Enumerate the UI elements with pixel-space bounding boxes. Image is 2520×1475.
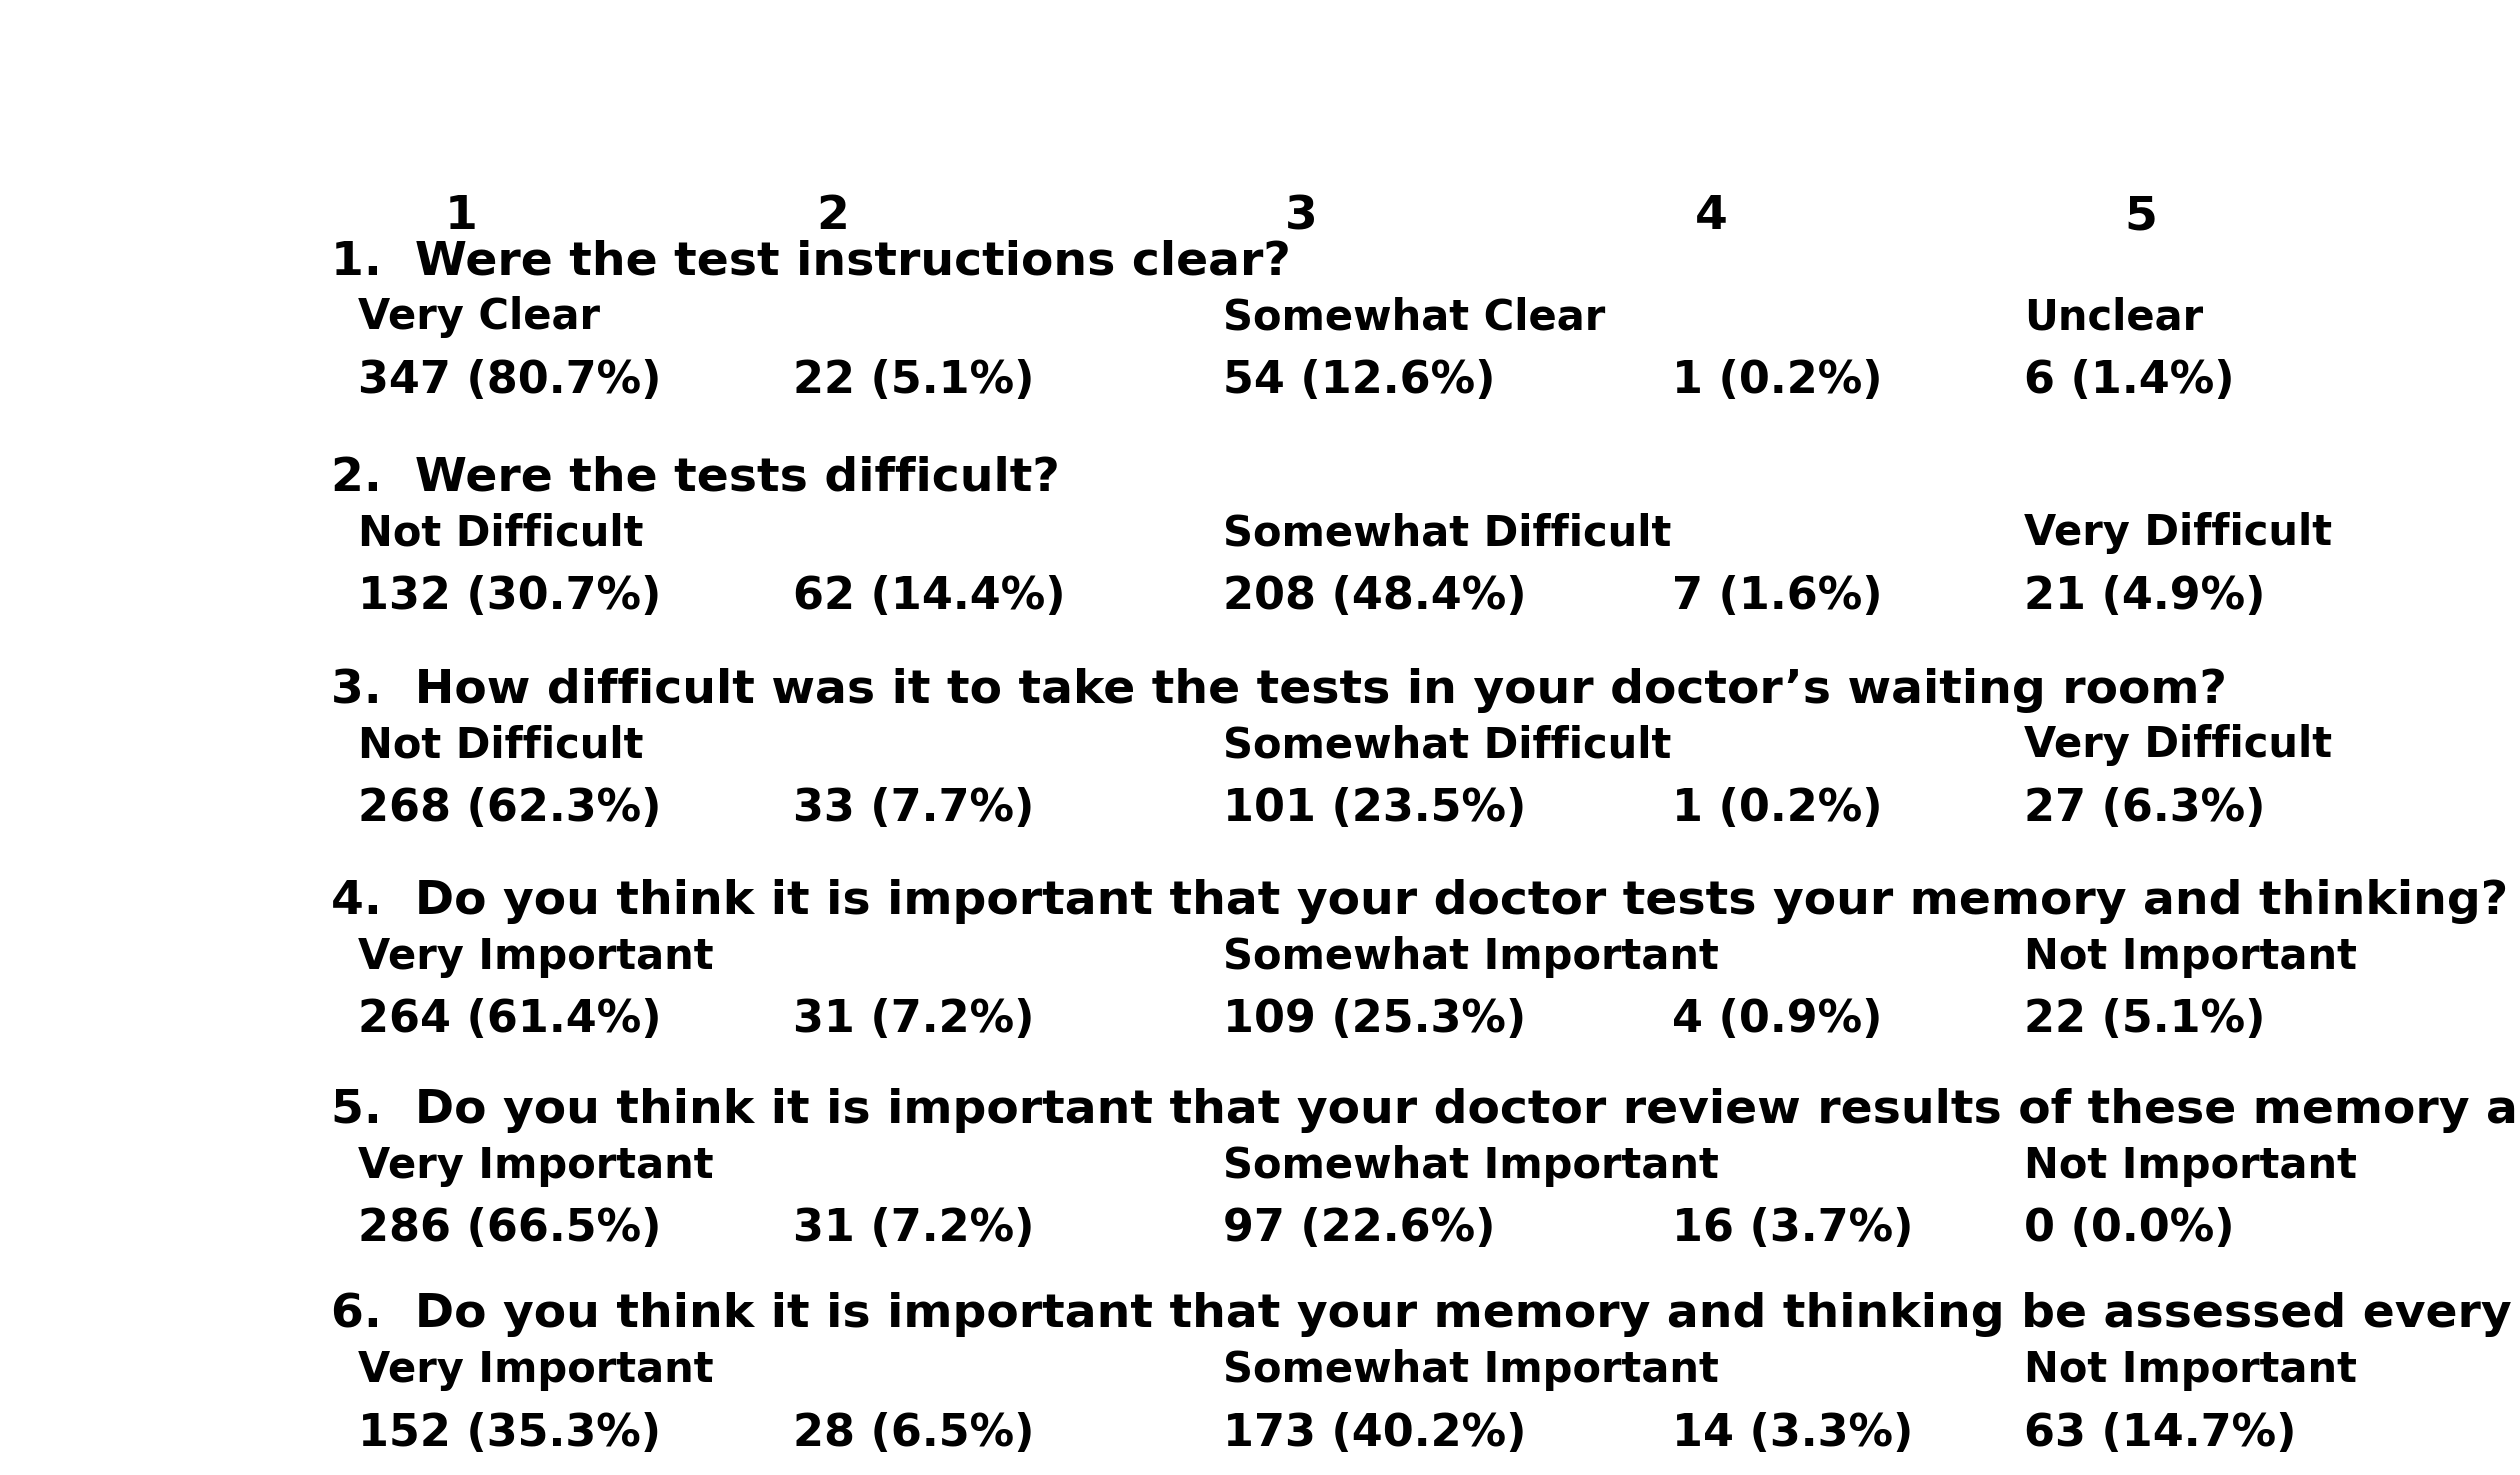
Text: 152 (35.3%): 152 (35.3%): [358, 1412, 660, 1454]
Text: 4 (0.9%): 4 (0.9%): [1673, 999, 1882, 1041]
Text: Not Difficult: Not Difficult: [358, 724, 643, 767]
Text: 31 (7.2%): 31 (7.2%): [794, 999, 1036, 1041]
Text: 1 (0.2%): 1 (0.2%): [1673, 786, 1882, 830]
Text: 264 (61.4%): 264 (61.4%): [358, 999, 663, 1041]
Text: 109 (25.3%): 109 (25.3%): [1222, 999, 1527, 1041]
Text: Unclear: Unclear: [2024, 296, 2202, 338]
Text: 62 (14.4%): 62 (14.4%): [794, 574, 1066, 618]
Text: 173 (40.2%): 173 (40.2%): [1222, 1412, 1527, 1454]
Text: Very Important: Very Important: [358, 1145, 713, 1187]
Text: 54 (12.6%): 54 (12.6%): [1222, 358, 1497, 401]
Text: Not Important: Not Important: [2024, 1350, 2356, 1391]
Text: Somewhat Important: Somewhat Important: [1222, 935, 1719, 978]
Text: Somewhat Important: Somewhat Important: [1222, 1350, 1719, 1391]
Text: 3: 3: [1285, 195, 1318, 239]
Text: 5.  Do you think it is important that your doctor review results of these memory: 5. Do you think it is important that you…: [330, 1089, 2520, 1133]
Text: 268 (62.3%): 268 (62.3%): [358, 786, 660, 830]
Text: 1.  Were the test instructions clear?: 1. Were the test instructions clear?: [330, 239, 1290, 285]
Text: 1 (0.2%): 1 (0.2%): [1673, 358, 1882, 401]
Text: 6.  Do you think it is important that your memory and thinking be assessed every: 6. Do you think it is important that you…: [330, 1292, 2520, 1338]
Text: 6 (1.4%): 6 (1.4%): [2024, 358, 2235, 401]
Text: 97 (22.6%): 97 (22.6%): [1222, 1207, 1497, 1251]
Text: Somewhat Difficult: Somewhat Difficult: [1222, 724, 1671, 767]
Text: 2: 2: [816, 195, 849, 239]
Text: 28 (6.5%): 28 (6.5%): [794, 1412, 1036, 1454]
Text: 1: 1: [446, 195, 479, 239]
Text: Somewhat Difficult: Somewhat Difficult: [1222, 512, 1671, 555]
Text: 2.  Were the tests difficult?: 2. Were the tests difficult?: [330, 456, 1058, 500]
Text: 14 (3.3%): 14 (3.3%): [1673, 1412, 1913, 1454]
Text: 347 (80.7%): 347 (80.7%): [358, 358, 660, 401]
Text: 33 (7.7%): 33 (7.7%): [794, 786, 1036, 830]
Text: 63 (14.7%): 63 (14.7%): [2024, 1412, 2296, 1454]
Text: 16 (3.7%): 16 (3.7%): [1673, 1207, 1913, 1251]
Text: Not Important: Not Important: [2024, 1145, 2356, 1187]
Text: 4.  Do you think it is important that your doctor tests your memory and thinking: 4. Do you think it is important that you…: [330, 879, 2507, 923]
Text: 0 (0.0%): 0 (0.0%): [2024, 1207, 2235, 1251]
Text: 31 (7.2%): 31 (7.2%): [794, 1207, 1036, 1251]
Text: 132 (30.7%): 132 (30.7%): [358, 574, 660, 618]
Text: 286 (66.5%): 286 (66.5%): [358, 1207, 660, 1251]
Text: Very Difficult: Very Difficult: [2024, 724, 2331, 767]
Text: 5: 5: [2124, 195, 2157, 239]
Text: Not Difficult: Not Difficult: [358, 512, 643, 555]
Text: Somewhat Clear: Somewhat Clear: [1222, 296, 1605, 338]
Text: 7 (1.6%): 7 (1.6%): [1673, 574, 1882, 618]
Text: 101 (23.5%): 101 (23.5%): [1222, 786, 1527, 830]
Text: 27 (6.3%): 27 (6.3%): [2024, 786, 2265, 830]
Text: 3.  How difficult was it to take the tests in your doctor’s waiting room?: 3. How difficult was it to take the test…: [330, 668, 2228, 712]
Text: 22 (5.1%): 22 (5.1%): [794, 358, 1036, 401]
Text: Very Difficult: Very Difficult: [2024, 512, 2331, 555]
Text: 4: 4: [1696, 195, 1729, 239]
Text: Somewhat Important: Somewhat Important: [1222, 1145, 1719, 1187]
Text: Very Important: Very Important: [358, 935, 713, 978]
Text: Very Important: Very Important: [358, 1350, 713, 1391]
Text: Not Important: Not Important: [2024, 935, 2356, 978]
Text: 208 (48.4%): 208 (48.4%): [1222, 574, 1527, 618]
Text: 22 (5.1%): 22 (5.1%): [2024, 999, 2265, 1041]
Text: 21 (4.9%): 21 (4.9%): [2024, 574, 2265, 618]
Text: Very Clear: Very Clear: [358, 296, 600, 338]
